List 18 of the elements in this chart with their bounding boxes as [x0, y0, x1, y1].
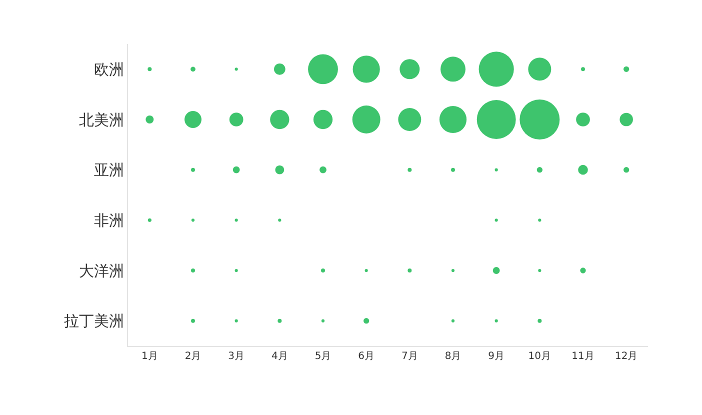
y-tick-label: 非洲: [94, 211, 124, 230]
x-tick-label: 11月: [572, 351, 594, 362]
x-tick-label: 4月: [271, 351, 288, 362]
x-tick-label: 8月: [444, 351, 462, 362]
x-tick-label: 10月: [528, 351, 552, 362]
x-tick-label: 12月: [614, 351, 638, 362]
x-tick-label: 9月: [488, 351, 505, 362]
y-tick-label: 拉丁美洲: [64, 312, 124, 330]
x-tick-label: 6月: [358, 351, 375, 362]
x-tick-label: 3月: [228, 351, 245, 362]
x-tick-label: 7月: [401, 351, 418, 362]
y-tick-label: 欧洲: [94, 60, 124, 78]
y-tick-label: 亚洲: [94, 161, 124, 180]
y-tick-label: 北美洲: [79, 110, 124, 129]
y-tick-label: 大洋洲: [79, 262, 124, 280]
x-tick-label: 5月: [314, 351, 332, 362]
x-tick-label: 1月: [141, 351, 158, 362]
x-tick-label: 2月: [184, 351, 202, 362]
